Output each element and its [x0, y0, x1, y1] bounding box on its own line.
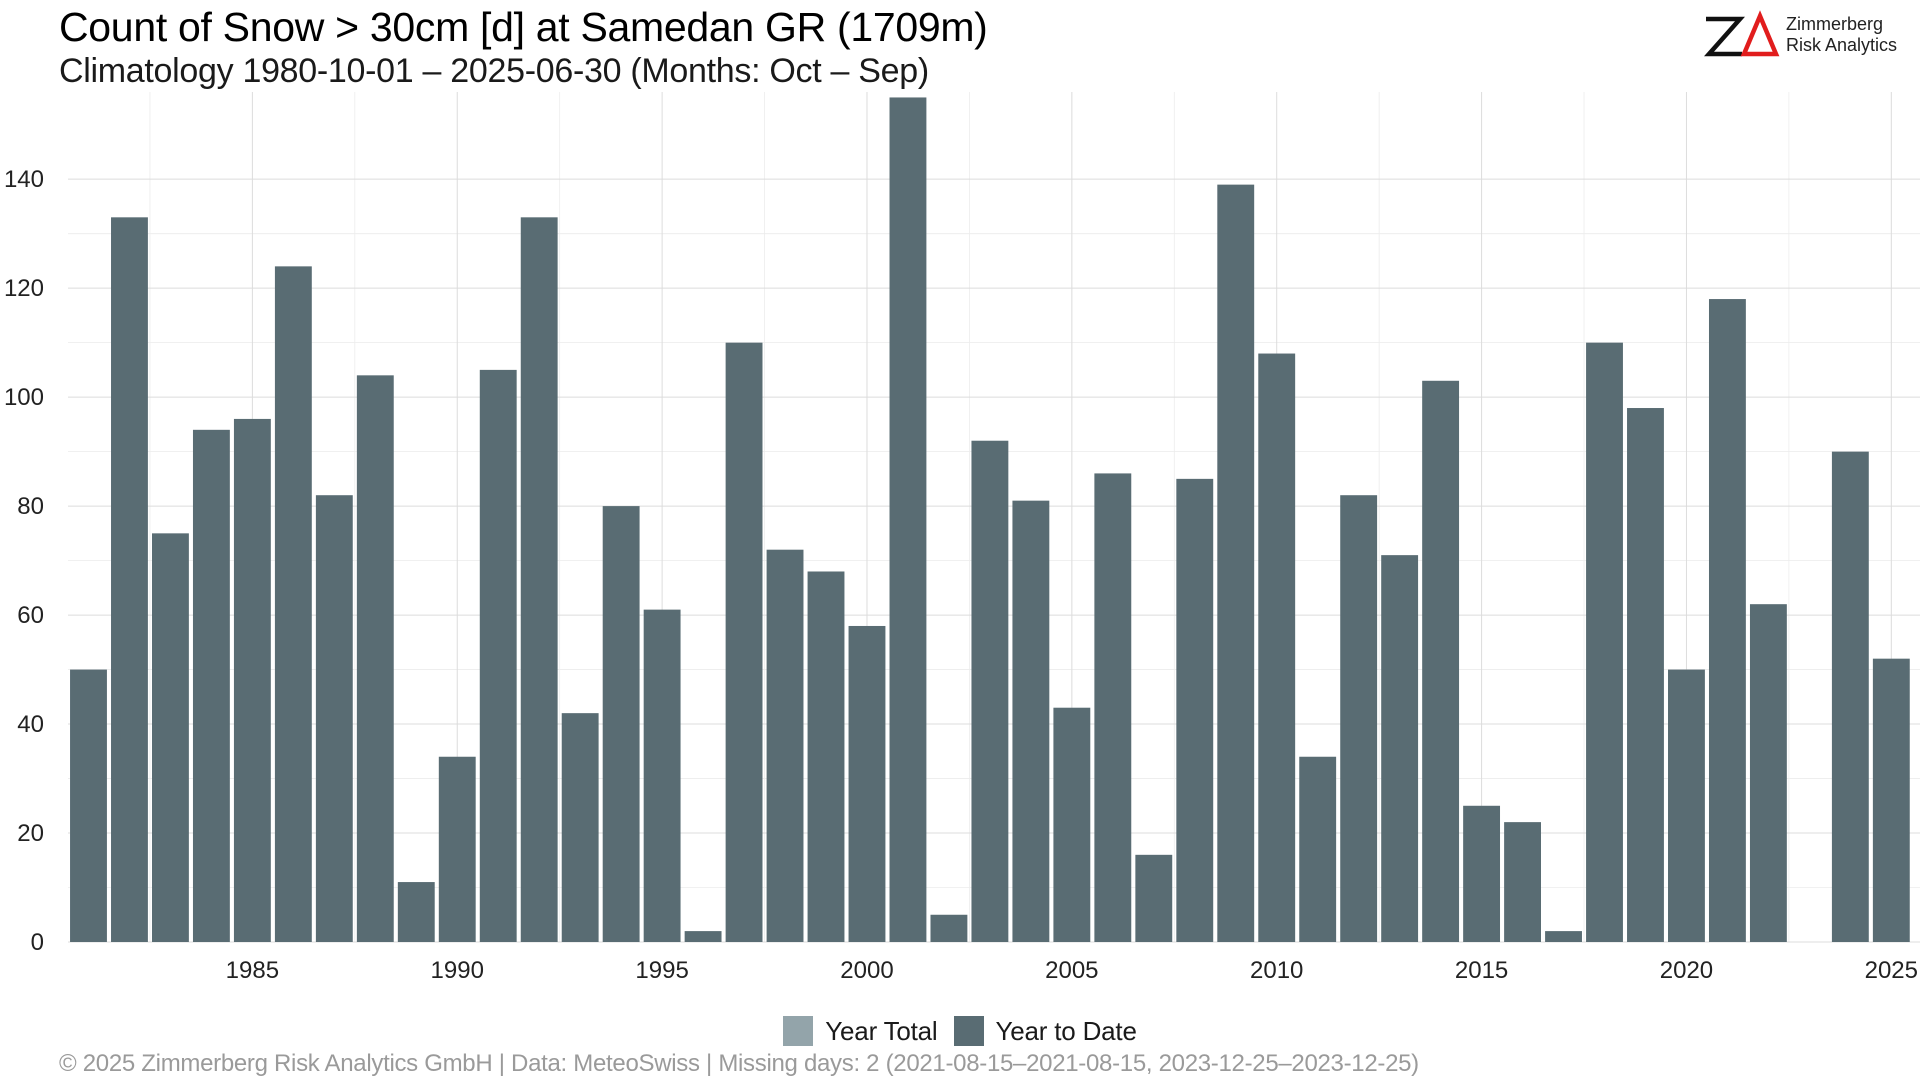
bar-1993 — [561, 713, 599, 942]
x-tick-label: 2025 — [1865, 957, 1918, 984]
bar-2014 — [1422, 380, 1460, 942]
bar-2011 — [1299, 756, 1337, 942]
y-tick-label: 60 — [17, 602, 44, 629]
bar-1998 — [766, 549, 804, 942]
bar-2000 — [848, 625, 886, 942]
bar-2016 — [1504, 822, 1541, 942]
bar-1983 — [151, 533, 189, 942]
x-tick-label: 1985 — [226, 957, 279, 984]
bar-1996 — [684, 931, 722, 942]
x-tick-label: 2005 — [1045, 957, 1098, 984]
logo-line-1: Zimmerberg — [1786, 14, 1884, 34]
legend-item-year-total: Year Total — [783, 1015, 938, 1047]
bar-1987 — [315, 495, 353, 942]
bar-1989 — [397, 882, 435, 942]
bar-2022 — [1749, 604, 1787, 942]
bar-1990 — [438, 756, 476, 942]
bar-2002 — [930, 914, 968, 942]
bar-2012 — [1340, 495, 1378, 942]
x-tick-label: 1990 — [431, 957, 484, 984]
y-tick-label: 0 — [31, 929, 44, 956]
footer-credits: © 2025 Zimmerberg Risk Analytics GmbH | … — [59, 1050, 1419, 1077]
bar-1994 — [602, 506, 640, 942]
bar-1986 — [274, 266, 312, 942]
bar-1981 — [70, 669, 107, 942]
bar-2009 — [1217, 184, 1255, 943]
bar-1999 — [807, 571, 845, 942]
bar-1985 — [233, 418, 271, 942]
bar-2020 — [1668, 669, 1705, 942]
x-tick-label: 1995 — [635, 957, 688, 984]
bar-2005 — [1053, 707, 1091, 942]
chart-subtitle: Climatology 1980-10-01 – 2025-06-30 (Mon… — [59, 52, 929, 90]
bar-2018 — [1586, 342, 1623, 943]
y-tick-label: 40 — [17, 711, 44, 738]
x-tick-label: 2010 — [1250, 957, 1303, 984]
logo-line-2: Risk Analytics — [1786, 35, 1898, 55]
bar-1991 — [479, 369, 517, 942]
legend-item-year-to-date: Year to Date — [953, 1015, 1137, 1047]
x-tick-label: 2000 — [840, 957, 893, 984]
legend-key-year-total — [783, 1016, 814, 1046]
y-tick-label: 120 — [4, 275, 44, 302]
bar-2003 — [971, 440, 1009, 942]
bar-2021 — [1708, 299, 1746, 942]
y-tick-label: 140 — [4, 166, 44, 193]
chart-title: Count of Snow > 30cm [d] at Samedan GR (… — [59, 4, 988, 50]
bar-2024 — [1831, 451, 1869, 942]
legend-label-year-total: Year Total — [825, 1015, 938, 1046]
bar-2004 — [1012, 500, 1050, 942]
y-tick-label: 80 — [17, 493, 44, 520]
bar-2008 — [1176, 478, 1214, 942]
bar-1997 — [725, 342, 763, 943]
bar-2025 — [1872, 658, 1910, 942]
bar-2017 — [1545, 931, 1582, 942]
bar-2010 — [1258, 353, 1296, 942]
bar-1988 — [356, 375, 394, 942]
bar-1992 — [520, 217, 558, 943]
bar-2019 — [1627, 408, 1664, 942]
y-tick-label: 20 — [17, 820, 44, 847]
bar-chart: 0 20 40 60 80 100 120 140 1985 1990 1995 2000 2005 20… — [4, 92, 1920, 984]
bar-1984 — [192, 429, 230, 942]
bar-2015 — [1463, 805, 1501, 942]
x-tick-label: 2020 — [1660, 957, 1713, 984]
legend-key-year-to-date — [953, 1016, 984, 1046]
bar-1982 — [111, 217, 148, 943]
bar-2013 — [1381, 555, 1419, 942]
x-tick-label: 2015 — [1455, 957, 1508, 984]
zimmerberg-logo-icon — [1704, 10, 1780, 57]
bar-2006 — [1094, 473, 1132, 942]
y-tick-label: 100 — [4, 384, 44, 411]
bar-2007 — [1135, 854, 1173, 942]
legend: Year Total Year to Date — [0, 1013, 1920, 1049]
bar-1995 — [643, 609, 681, 942]
bar-2001 — [889, 97, 927, 942]
legend-label-year-to-date: Year to Date — [995, 1015, 1137, 1046]
brand-logo: Zimmerberg Risk Analytics — [1704, 10, 1904, 60]
